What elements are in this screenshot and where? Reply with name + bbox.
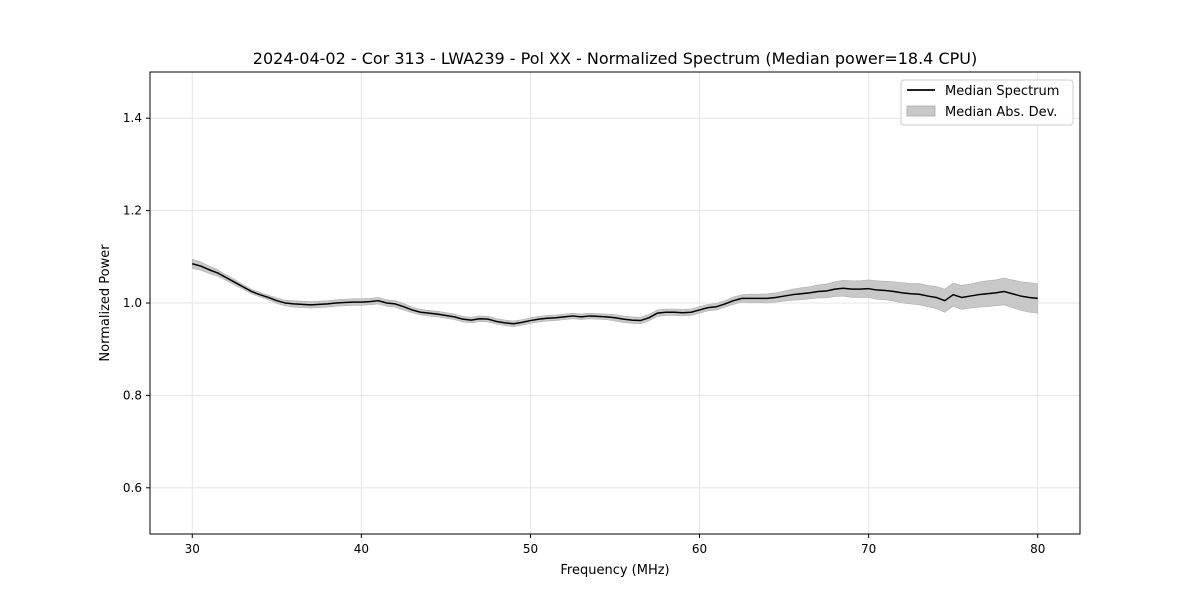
x-tick-label: 70	[861, 542, 876, 556]
y-tick-label: 0.6	[123, 481, 142, 495]
x-tick-label: 50	[523, 542, 538, 556]
legend-label-median-spectrum: Median Spectrum	[945, 84, 1059, 99]
y-tick-label: 1.2	[123, 204, 142, 218]
mad-band-layer	[191, 258, 1039, 327]
mad-band	[191, 258, 1039, 327]
legend: Median Spectrum Median Abs. Dev.	[900, 79, 1074, 126]
y-axis-ticks: 0.6 0.8 1.0 1.2 1.4	[123, 111, 150, 495]
legend-box	[900, 79, 1074, 126]
x-tick-label: 40	[354, 542, 369, 556]
median-line-layer	[192, 263, 1038, 325]
y-tick-label: 1.0	[123, 296, 142, 310]
median-spectrum-line	[192, 263, 1038, 325]
x-axis-label: Frequency (MHz)	[560, 563, 669, 578]
y-tick-label: 0.8	[123, 388, 142, 402]
x-tick-label: 80	[1030, 542, 1045, 556]
y-tick-label: 1.4	[123, 111, 142, 125]
chart-title: 2024-04-02 - Cor 313 - LWA239 - Pol XX -…	[253, 49, 977, 68]
y-axis-label: Normalized Power	[98, 244, 113, 362]
legend-band-swatch	[906, 105, 936, 117]
x-axis-ticks: 30 40 50 60 70 80	[185, 534, 1045, 556]
x-tick-label: 30	[185, 542, 200, 556]
x-tick-label: 60	[692, 542, 707, 556]
legend-label-median-abs-dev: Median Abs. Dev.	[945, 105, 1057, 120]
